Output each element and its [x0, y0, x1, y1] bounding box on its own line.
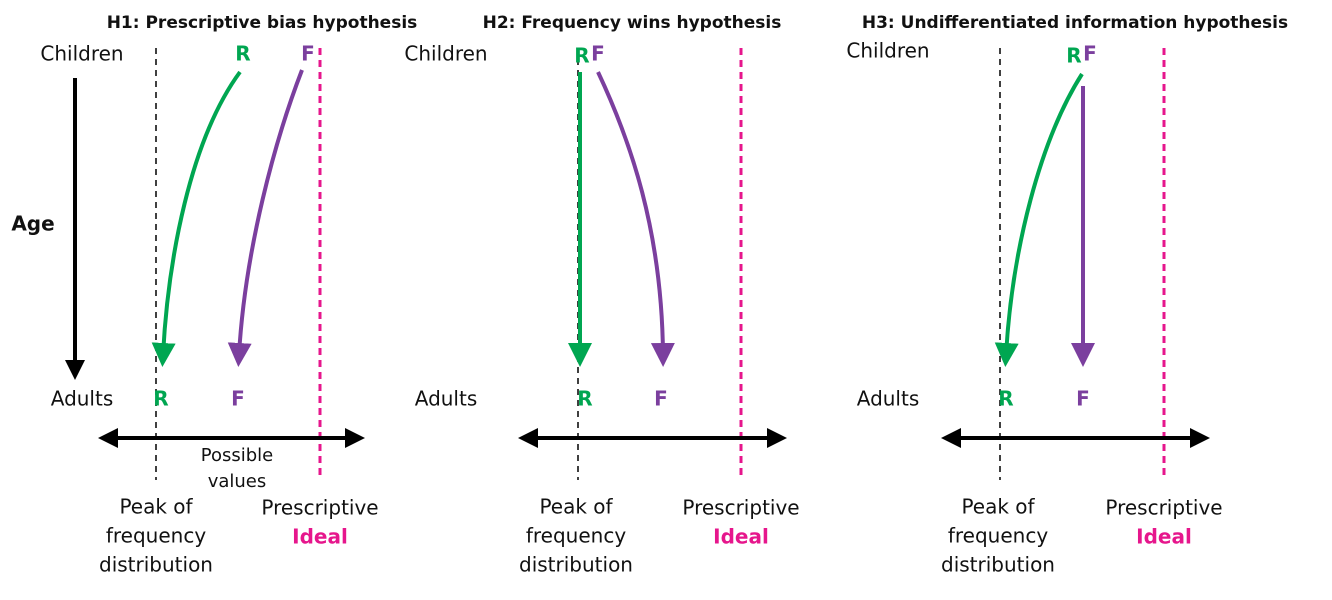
peak-label: frequency	[526, 524, 626, 548]
possible-values: Possible	[201, 445, 273, 466]
f-label: F	[301, 42, 315, 66]
children-label: Children	[404, 42, 487, 66]
prescriptive-label: Prescriptive	[1105, 496, 1222, 520]
age-label: Age	[11, 212, 54, 236]
peak-label: distribution	[941, 553, 1055, 577]
f-label: F	[591, 42, 605, 66]
adults-label: Adults	[857, 387, 920, 411]
prescriptive-label: Prescriptive	[261, 496, 378, 520]
panel-title: H1: Prescriptive bias hypothesis	[107, 13, 418, 33]
prescriptive-label: Prescriptive	[682, 496, 799, 520]
peak-label: frequency	[106, 524, 206, 548]
r-label: R	[998, 387, 1013, 411]
ideal-label: Ideal	[713, 525, 769, 549]
adults-label: Adults	[415, 387, 478, 411]
peak-label: frequency	[948, 524, 1048, 548]
r-label: R	[235, 42, 250, 66]
ideal-label: Ideal	[292, 525, 348, 549]
f-arrow	[227, 69, 304, 367]
children-label: Children	[846, 39, 929, 63]
peak-label: Peak of	[539, 495, 613, 519]
f-label: F	[654, 387, 668, 411]
r-arrow	[151, 70, 242, 367]
panel-title: H2: Frequency wins hypothesis	[483, 13, 782, 33]
peak-label: Peak of	[119, 495, 193, 519]
r-label: R	[574, 44, 589, 68]
f-label: F	[1076, 387, 1090, 411]
f-label: F	[231, 387, 245, 411]
adults-label: Adults	[51, 387, 114, 411]
f-label: F	[1083, 42, 1097, 66]
r-label: R	[153, 387, 168, 411]
r-arrow	[994, 72, 1084, 367]
r-label: R	[577, 387, 592, 411]
peak-label: distribution	[519, 553, 633, 577]
panel-title: H3: Undifferentiated information hypothe…	[862, 13, 1288, 33]
possible-values: values	[208, 471, 267, 492]
f-arrow	[596, 71, 675, 367]
peak-label: Peak of	[961, 495, 1035, 519]
ideal-label: Ideal	[1136, 525, 1192, 549]
peak-label: distribution	[99, 553, 213, 577]
r-label: R	[1066, 44, 1081, 68]
children-label: Children	[40, 42, 123, 66]
